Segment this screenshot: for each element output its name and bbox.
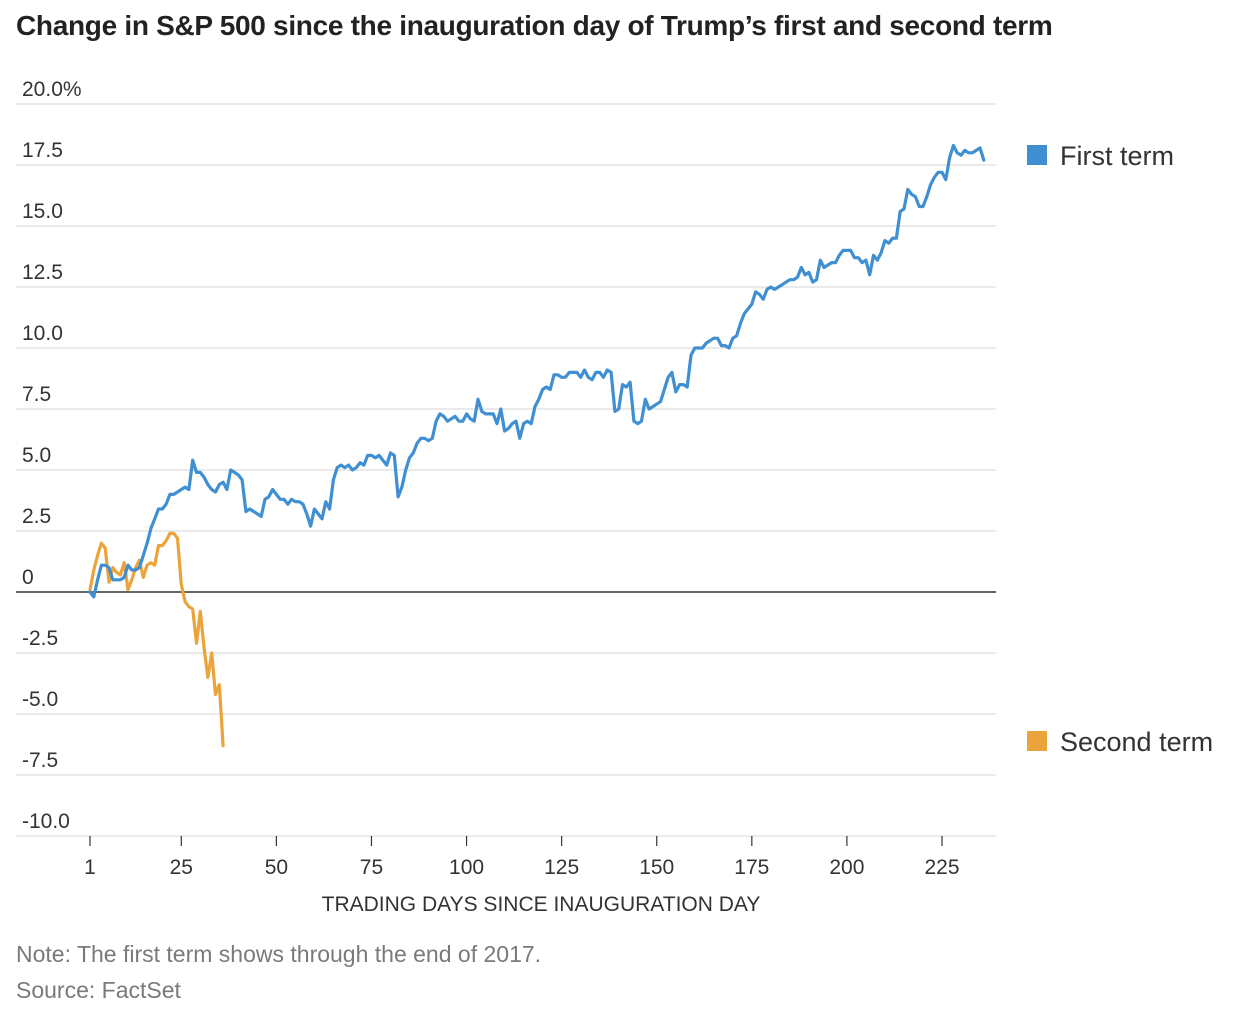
chart-source: Source: FactSet [16,977,181,1003]
y-tick-label: 15.0 [22,200,63,223]
series-lines [88,143,986,748]
x-tick-label: 25 [170,856,193,879]
y-tick-label: 7.5 [22,383,51,406]
y-tick-label: -7.5 [22,749,58,772]
gridlines [16,103,996,837]
y-tick-label: -2.5 [22,627,58,650]
x-tick-label: 175 [734,856,769,879]
x-tick-label: 1 [84,856,96,879]
legend-label-first-term: First term [1060,141,1174,171]
legend-label-second-term: Second term [1060,727,1213,757]
x-tick-label: 50 [265,856,288,879]
first-term-line [88,143,986,599]
x-tick-label: 200 [829,856,864,879]
line-chart: 20.0% 17.5 15.0 12.5 10.0 7.5 5.0 2.5 0 -2.5 -5.0 -… [16,78,1213,916]
y-tick-label: 12.5 [22,261,63,284]
legend: First term Second term [1027,141,1213,757]
legend-swatch-first-term [1027,145,1047,165]
y-tick-label: 20.0% [22,78,82,101]
x-tick-label: 75 [360,856,383,879]
y-tick-label: -10.0 [22,810,70,833]
x-tick-label: 225 [924,856,959,879]
chart-title: Change in S&P 500 since the inauguration… [16,10,1053,41]
y-tick-label: 10.0 [22,322,63,345]
chart-note: Note: The first term shows through the e… [16,941,542,967]
y-tick-label: 0 [22,566,34,589]
x-tick-label: 150 [639,856,674,879]
y-tick-label: 17.5 [22,139,63,162]
y-tick-label: -5.0 [22,688,58,711]
x-axis-label: TRADING DAYS SINCE INAUGURATION DAY [322,893,761,916]
y-axis: 20.0% 17.5 15.0 12.5 10.0 7.5 5.0 2.5 0 -2.5 -5.0 -… [22,78,82,833]
y-tick-label: 5.0 [22,444,51,467]
y-tick-label: 2.5 [22,505,51,528]
x-tick-label: 100 [449,856,484,879]
legend-swatch-second-term [1027,731,1047,751]
x-tick-label: 125 [544,856,579,879]
second-term-line [88,531,225,748]
